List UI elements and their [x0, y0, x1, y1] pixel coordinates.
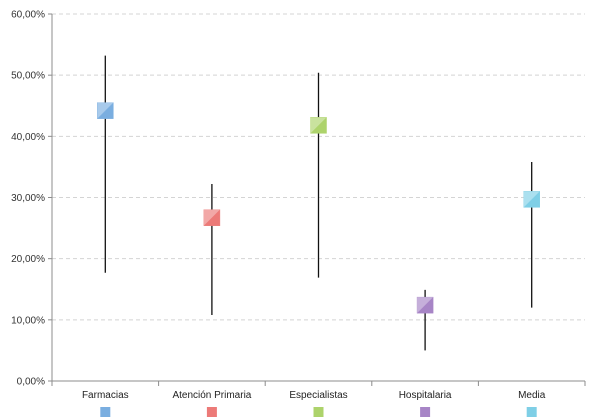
legend-swatch	[420, 407, 431, 417]
y-tick-label: 30,00%	[11, 193, 45, 204]
legend-swatch	[100, 407, 111, 417]
y-axis: 0,00% 10,00% 20,00% 30,00% 40,00% 50,00% 60,00…	[11, 10, 53, 388]
marker-square	[523, 191, 540, 208]
legend-swatch	[526, 407, 537, 417]
marker-highlight	[417, 297, 434, 314]
marker-farmacias	[97, 102, 114, 119]
marker-square	[310, 117, 327, 134]
marker-highlight	[523, 191, 540, 208]
legend-swatch	[313, 407, 324, 417]
marker-square	[416, 296, 434, 314]
y-tick-label: 60,00%	[11, 10, 45, 21]
marker-highlight	[310, 117, 327, 134]
marker-highlight	[97, 102, 114, 119]
marker-atenci-n-primaria	[203, 209, 221, 226]
x-tick-label: Especialistas	[289, 390, 347, 401]
x-tick-label: Farmacias	[82, 390, 129, 401]
series	[97, 55, 540, 351]
x-axis: Farmacias Atención Primaria Especialistas H…	[51, 380, 586, 401]
legend-swatch	[206, 407, 217, 417]
marker-media	[523, 191, 540, 208]
y-tick-label: 10,00%	[11, 315, 45, 326]
marker-especialistas	[310, 117, 327, 134]
marker-highlight	[203, 209, 220, 226]
y-tick-label: 0,00%	[17, 377, 45, 388]
x-tick-label: Hospitalaria	[399, 390, 452, 401]
x-tick-label: Atención Primaria	[172, 390, 251, 401]
legend	[100, 407, 537, 417]
y-tick-label: 40,00%	[11, 132, 45, 143]
y-tick-label: 50,00%	[11, 71, 45, 82]
y-tick-label: 20,00%	[11, 254, 45, 265]
marker-hospitalaria	[416, 296, 434, 314]
marker-square	[203, 209, 221, 226]
x-tick-label: Media	[518, 390, 546, 401]
marker-square	[97, 102, 114, 119]
